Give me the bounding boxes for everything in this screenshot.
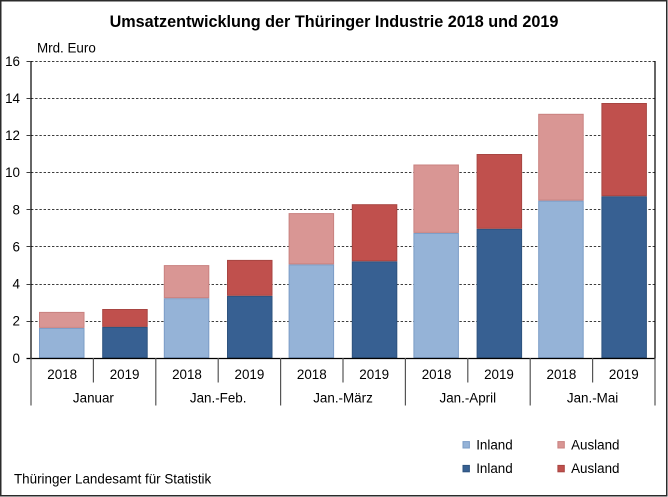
svg-text:2018: 2018 (172, 367, 202, 382)
svg-text:6: 6 (13, 239, 20, 254)
svg-text:2019: 2019 (235, 367, 265, 382)
svg-text:16: 16 (5, 54, 20, 69)
svg-text:Jan.-Mai: Jan.-Mai (567, 391, 618, 406)
svg-text:2019: 2019 (609, 367, 639, 382)
svg-text:14: 14 (5, 91, 20, 106)
svg-text:2019: 2019 (359, 367, 389, 382)
svg-text:4: 4 (13, 277, 21, 292)
svg-text:0: 0 (13, 351, 20, 366)
svg-text:2018: 2018 (422, 367, 452, 382)
svg-text:Jan.-März: Jan.-März (313, 391, 373, 406)
svg-text:Ausland: Ausland (571, 461, 619, 476)
svg-text:2018: 2018 (547, 367, 577, 382)
svg-text:2019: 2019 (110, 367, 140, 382)
svg-text:Mrd. Euro: Mrd. Euro (37, 41, 96, 56)
svg-text:12: 12 (5, 128, 20, 143)
svg-text:Jan.-April: Jan.-April (440, 391, 497, 406)
svg-text:8: 8 (13, 202, 20, 217)
svg-text:Thüringer Landesamt für Statis: Thüringer Landesamt für Statistik (14, 471, 212, 486)
svg-text:Umsatzentwicklung der Thüringe: Umsatzentwicklung der Thüringer Industri… (110, 13, 559, 31)
svg-text:Ausland: Ausland (571, 437, 619, 452)
svg-text:Inland: Inland (476, 461, 512, 476)
svg-text:Inland: Inland (476, 437, 512, 452)
svg-text:10: 10 (5, 165, 20, 180)
svg-text:2018: 2018 (297, 367, 327, 382)
svg-text:Jan.-Feb.: Jan.-Feb. (190, 391, 247, 406)
svg-text:2018: 2018 (47, 367, 77, 382)
svg-text:2: 2 (13, 314, 20, 329)
svg-text:Januar: Januar (73, 391, 114, 406)
svg-text:2019: 2019 (484, 367, 514, 382)
